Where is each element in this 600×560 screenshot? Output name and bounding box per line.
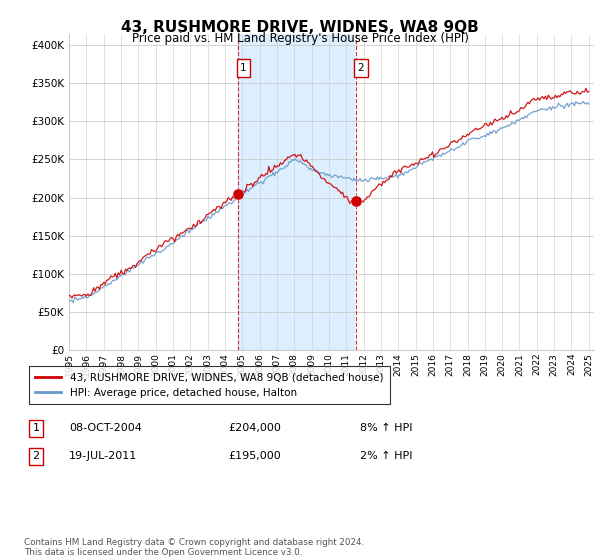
Text: 1: 1 [240, 63, 247, 73]
Text: 2: 2 [32, 451, 40, 461]
Text: Contains HM Land Registry data © Crown copyright and database right 2024.
This d: Contains HM Land Registry data © Crown c… [24, 538, 364, 557]
Text: 8% ↑ HPI: 8% ↑ HPI [360, 423, 413, 433]
Text: 08-OCT-2004: 08-OCT-2004 [69, 423, 142, 433]
Legend: 43, RUSHMORE DRIVE, WIDNES, WA8 9QB (detached house), HPI: Average price, detach: 43, RUSHMORE DRIVE, WIDNES, WA8 9QB (det… [29, 366, 389, 404]
Text: Price paid vs. HM Land Registry's House Price Index (HPI): Price paid vs. HM Land Registry's House … [131, 32, 469, 45]
Text: 43, RUSHMORE DRIVE, WIDNES, WA8 9QB: 43, RUSHMORE DRIVE, WIDNES, WA8 9QB [121, 20, 479, 35]
Text: £195,000: £195,000 [228, 451, 281, 461]
Text: 19-JUL-2011: 19-JUL-2011 [69, 451, 137, 461]
Text: 2% ↑ HPI: 2% ↑ HPI [360, 451, 413, 461]
Text: 1: 1 [32, 423, 40, 433]
Text: 2: 2 [358, 63, 364, 73]
Text: £204,000: £204,000 [228, 423, 281, 433]
